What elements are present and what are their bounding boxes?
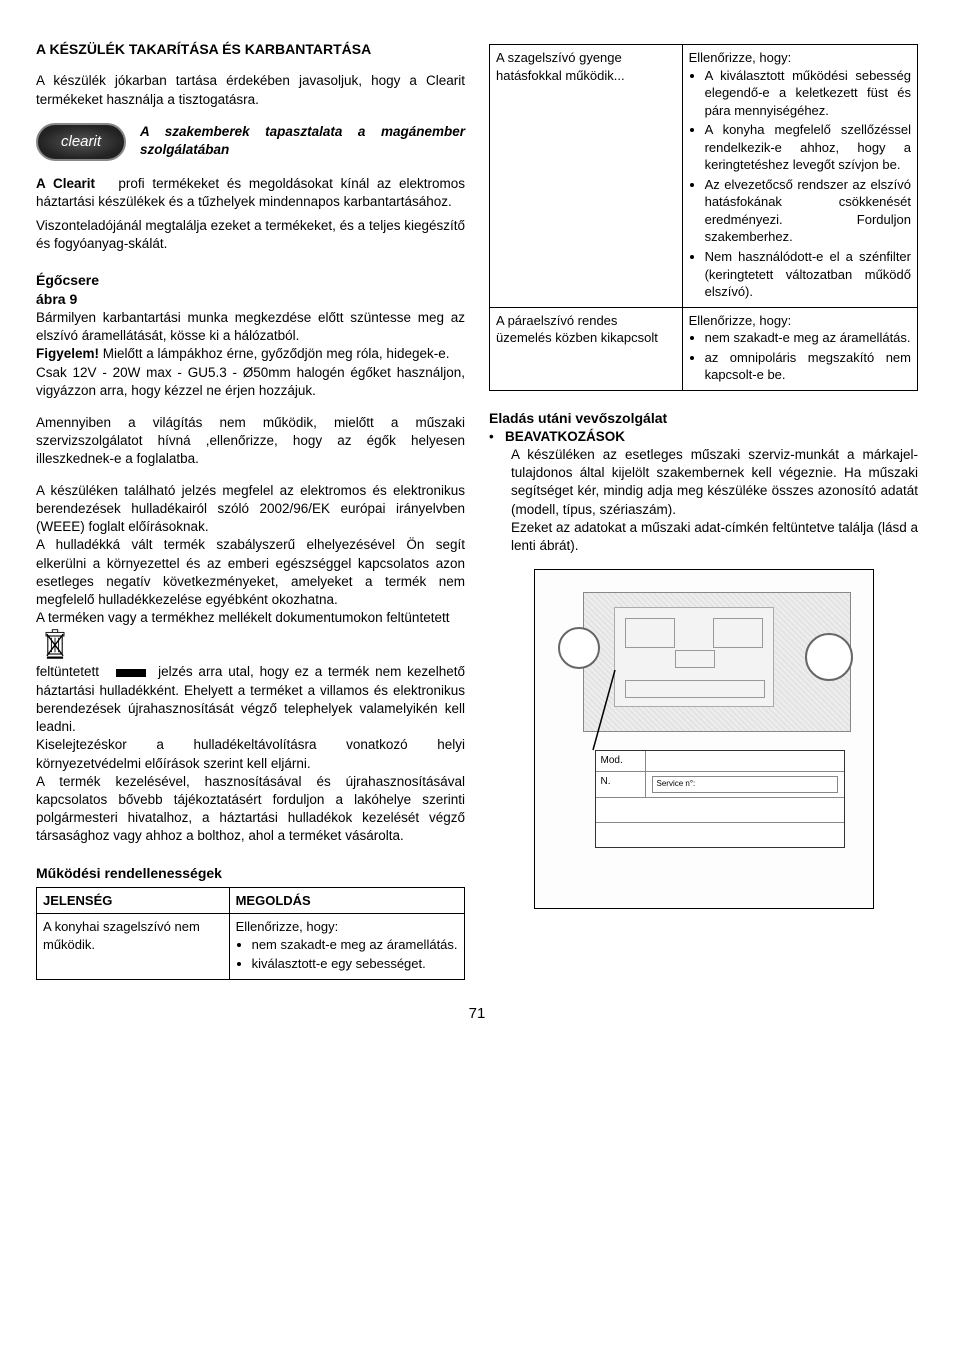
trouble-table-2: A szagelszívó gyenge hatásfokkal működik… xyxy=(489,44,918,391)
r3-li1: nem szakadt-e meg az áramellátás. xyxy=(705,329,911,347)
label-diagram: Mod. N. Service n°: xyxy=(534,569,874,909)
ego-warn: Figyelem! Mielőtt a lámpákhoz érne, győz… xyxy=(36,345,465,363)
trouble-table-1: JELENSÉG MEGOLDÁS A konyhai szagelszívó … xyxy=(36,887,465,980)
clearit-slogan: A szakemberek tapasztalata a magánember … xyxy=(140,123,465,159)
td-r3-c2: Ellenőrizze, hogy: nem szakadt-e meg az … xyxy=(682,307,917,390)
r2-li3: Az elvezetőcső rendszer az elszívó hatás… xyxy=(705,176,911,246)
weee-feltuntetett: feltüntetett xyxy=(36,664,111,679)
block-icon xyxy=(625,680,765,698)
left-column: A KÉSZÜLÉK TAKARÍTÁSA ÉS KARBANTARTÁSA A… xyxy=(36,40,465,980)
beavat-p1: A készüléken az esetleges műszaki szervi… xyxy=(511,446,918,519)
block-icon xyxy=(675,650,715,668)
panel-icon xyxy=(614,607,774,707)
bullet: • xyxy=(489,429,505,444)
label-table: Mod. N. Service n°: xyxy=(595,750,845,847)
r2-li4: Nem használódott-e el a szénfilter (keri… xyxy=(705,248,911,301)
r2-li2: A konyha megfelelő szellőzéssel rendelke… xyxy=(705,121,911,174)
weee-p4: Kiselejtezéskor a hulladékeltávolításra … xyxy=(36,736,465,772)
circle-icon xyxy=(558,627,600,669)
td-r1-c2: Ellenőrizze, hogy: nem szakadt-e meg az … xyxy=(229,914,464,980)
clearit-bold: A Clearit xyxy=(36,176,95,191)
heading-main: A KÉSZÜLÉK TAKARÍTÁSA ÉS KARBANTARTÁSA xyxy=(36,40,465,59)
td-r1-c1: A konyhai szagelszívó nem működik. xyxy=(37,914,230,980)
r1-li1: nem szakadt-e meg az áramellátás. xyxy=(252,936,458,954)
ego-p3: Amennyiben a világítás nem működik, miel… xyxy=(36,414,465,469)
heading-beavat: BEAVATKOZÁSOK xyxy=(505,429,625,444)
right-column: A szagelszívó gyenge hatásfokkal működik… xyxy=(489,40,918,909)
r2-lead: Ellenőrizze, hogy: xyxy=(689,50,792,65)
weee-p2: A hulladékká vált termék szabályszerű el… xyxy=(36,536,465,609)
td-r2-c1: A szagelszívó gyenge hatásfokkal működik… xyxy=(490,45,683,308)
circle-icon xyxy=(805,633,853,681)
heading-egocsere: Égőcsere xyxy=(36,271,465,290)
heading-eladas: Eladás utáni vevőszolgálat xyxy=(489,409,918,428)
r2-li1: A kiválasztott működési sebesség elegend… xyxy=(705,67,911,120)
weee-bin-icon xyxy=(40,627,70,663)
beavat-row: • BEAVATKOZÁSOK xyxy=(489,428,918,446)
beavat-p2: Ezeket az adatokat a műszaki adat-címkén… xyxy=(511,519,918,555)
r3-li2: az omnipoláris megszakító nem kapcsolt-e… xyxy=(705,349,911,384)
th-megoldas: MEGOLDÁS xyxy=(229,887,464,914)
weee-p3: A terméken vagy a termékhez mellékelt do… xyxy=(36,609,465,736)
block-icon xyxy=(625,618,675,648)
td-r3-c1: A páraelszívó rendes üzemelés közben kik… xyxy=(490,307,683,390)
bar-icon xyxy=(116,669,146,677)
label-n: N. xyxy=(596,772,646,797)
weee-p3a: A terméken vagy a termékhez mellékelt do… xyxy=(36,610,449,625)
heading-mukodesi: Működési rendellenességek xyxy=(36,864,465,883)
td-r2-c2: Ellenőrizze, hogy: A kiválasztott működé… xyxy=(682,45,917,308)
r3-lead: Ellenőrizze, hogy: xyxy=(689,313,792,328)
block-icon xyxy=(713,618,763,648)
r1-li2: kiválasztott-e egy sebességet. xyxy=(252,955,458,973)
label-mod-val xyxy=(646,751,844,771)
ego-warn-lead: Figyelem! xyxy=(36,346,99,361)
label-n-wrap: Service n°: xyxy=(646,772,844,797)
ego-p1: Bármilyen karbantartási munka megkezdése… xyxy=(36,309,465,345)
clearit-desc-3: Viszonteladójánál megtalálja ezeket a te… xyxy=(36,217,465,253)
weee-p1: A készüléken található jelzés megfelel a… xyxy=(36,482,465,537)
clearit-row: clearit A szakemberek tapasztalata a mag… xyxy=(36,123,465,161)
arrow-icon xyxy=(585,670,625,760)
label-blank xyxy=(596,798,844,822)
clearit-badge-icon: clearit xyxy=(36,123,126,161)
label-blank xyxy=(596,823,844,847)
heading-abra9: ábra 9 xyxy=(36,290,465,309)
th-jelenseg: JELENSÉG xyxy=(37,887,230,914)
label-service: Service n°: xyxy=(652,776,838,793)
r1-lead: Ellenőrizze, hogy: xyxy=(236,919,339,934)
page-number: 71 xyxy=(36,1004,918,1024)
label-mod: Mod. xyxy=(596,751,646,771)
intro-para: A készülék jókarban tartása érdekében ja… xyxy=(36,72,465,108)
clearit-desc: A Clearit profi termékeket és megoldások… xyxy=(36,175,465,211)
clearit-rest: profi termékeket és megoldásokat kínál a… xyxy=(36,176,465,209)
ego-p2: Csak 12V - 20W max - GU5.3 - Ø50mm halog… xyxy=(36,364,465,400)
weee-p5: A termék kezelésével, hasznosításával és… xyxy=(36,773,465,846)
ego-warn-rest: Mielőtt a lámpákhoz érne, győződjön meg … xyxy=(99,346,449,361)
